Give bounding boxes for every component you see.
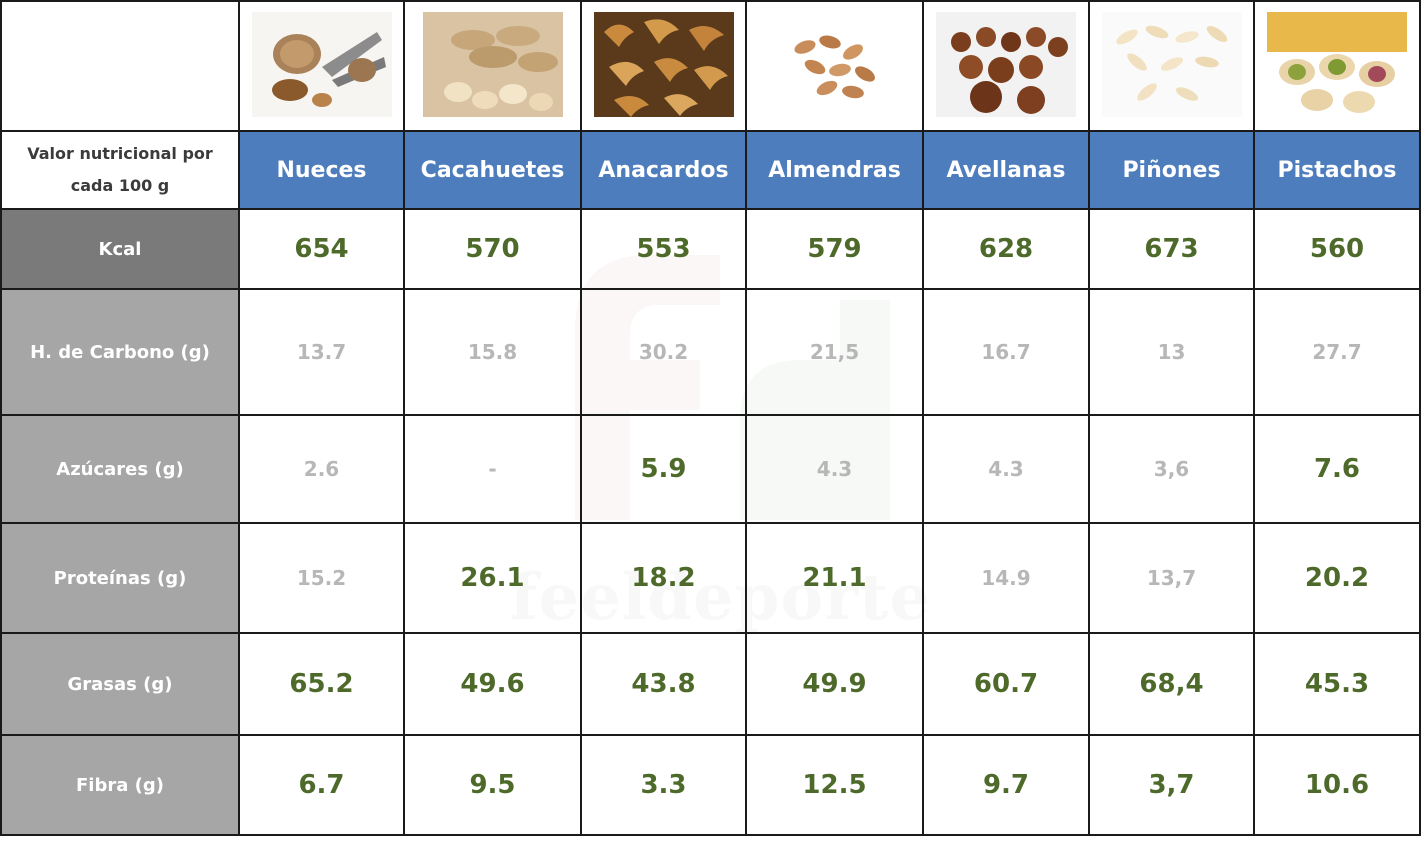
value-cell: 4.3 (922, 414, 1090, 524)
value-cell: 7.6 (1253, 414, 1421, 524)
value-cell: 10.6 (1253, 734, 1421, 836)
row-label: Grasas (g) (0, 632, 240, 736)
value-cell: 9.5 (403, 734, 582, 836)
value-cell: 13.7 (238, 288, 405, 416)
value-cell: - (403, 414, 582, 524)
value-cell: 43.8 (580, 632, 747, 736)
table-row: Proteínas (g) 15.2 26.1 18.2 21.1 14.9 1… (0, 522, 1421, 634)
value-cell: 26.1 (403, 522, 582, 634)
value-cell: 20.2 (1253, 522, 1421, 634)
value-cell: 21.1 (745, 522, 924, 634)
nut-header: Piñones (1088, 130, 1255, 210)
value-cell: 68,4 (1088, 632, 1255, 736)
nut-header: Almendras (745, 130, 924, 210)
nut-image-cell (1253, 0, 1421, 132)
value-cell: 16.7 (922, 288, 1090, 416)
row-label: H. de Carbono (g) (0, 288, 240, 416)
value-cell: 654 (238, 208, 405, 290)
value-cell: 4.3 (745, 414, 924, 524)
header-label: Valor nutricional por cada 100 g (0, 130, 240, 210)
value-cell: 3,7 (1088, 734, 1255, 836)
nut-image-cell (580, 0, 747, 132)
row-label: Azúcares (g) (0, 414, 240, 524)
value-cell: 45.3 (1253, 632, 1421, 736)
value-cell: 628 (922, 208, 1090, 290)
nut-header: Nueces (238, 130, 405, 210)
header-row: Valor nutricional por cada 100 g Nueces … (0, 130, 1421, 210)
value-cell: 673 (1088, 208, 1255, 290)
value-cell: 30.2 (580, 288, 747, 416)
value-cell: 15.2 (238, 522, 405, 634)
value-cell: 579 (745, 208, 924, 290)
cashew-photo (593, 11, 734, 117)
row-label: Proteínas (g) (0, 522, 240, 634)
image-row (0, 0, 1421, 132)
value-cell: 27.7 (1253, 288, 1421, 416)
hazelnut-photo (936, 11, 1076, 117)
value-cell: 14.9 (922, 522, 1090, 634)
value-cell: 21,5 (745, 288, 924, 416)
value-cell: 60.7 (922, 632, 1090, 736)
value-cell: 2.6 (238, 414, 405, 524)
value-cell: 3,6 (1088, 414, 1255, 524)
value-cell: 15.8 (403, 288, 582, 416)
table-row: H. de Carbono (g) 13.7 15.8 30.2 21,5 16… (0, 288, 1421, 416)
header-label-line-1: Valor nutricional por (27, 144, 213, 163)
value-cell: 6.7 (238, 734, 405, 836)
corner-cell (0, 0, 240, 132)
header-label-line-2: cada 100 g (70, 176, 170, 195)
value-cell: 560 (1253, 208, 1421, 290)
table-row: Azúcares (g) 2.6 - 5.9 4.3 4.3 3,6 7.6 (0, 414, 1421, 524)
pistachio-photo (1267, 11, 1407, 117)
nut-image-cell (922, 0, 1090, 132)
value-cell: 13,7 (1088, 522, 1255, 634)
peanut-photo (422, 11, 563, 117)
value-cell: 49.6 (403, 632, 582, 736)
nut-header: Avellanas (922, 130, 1090, 210)
row-label: Kcal (0, 208, 240, 290)
almond-photo (764, 11, 905, 117)
table-row: Grasas (g) 65.2 49.6 43.8 49.9 60.7 68,4… (0, 632, 1421, 736)
value-cell: 12.5 (745, 734, 924, 836)
value-cell: 13 (1088, 288, 1255, 416)
nut-image-cell (238, 0, 405, 132)
value-cell: 49.9 (745, 632, 924, 736)
value-cell: 553 (580, 208, 747, 290)
walnut-photo (251, 11, 392, 117)
value-cell: 18.2 (580, 522, 747, 634)
nut-image-cell (1088, 0, 1255, 132)
table-row: Fibra (g) 6.7 9.5 3.3 12.5 9.7 3,7 10.6 (0, 734, 1421, 836)
pine-nut-photo (1101, 11, 1242, 117)
value-cell: 65.2 (238, 632, 405, 736)
row-label: Fibra (g) (0, 734, 240, 836)
table-row: Kcal 654 570 553 579 628 673 560 (0, 208, 1421, 290)
value-cell: 9.7 (922, 734, 1090, 836)
value-cell: 3.3 (580, 734, 747, 836)
nut-image-cell (403, 0, 582, 132)
value-cell: 570 (403, 208, 582, 290)
nut-header: Pistachos (1253, 130, 1421, 210)
value-cell: 5.9 (580, 414, 747, 524)
nut-image-cell (745, 0, 924, 132)
nut-header: Anacardos (580, 130, 747, 210)
nut-header: Cacahuetes (403, 130, 582, 210)
